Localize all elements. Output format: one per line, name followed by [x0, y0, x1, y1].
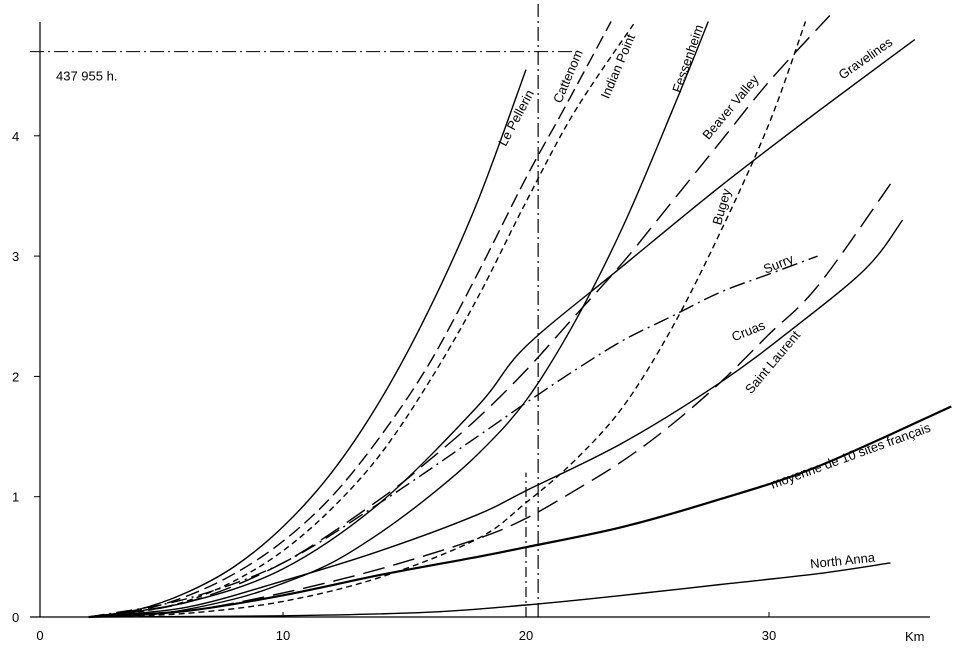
x-tick-label: 0	[36, 628, 43, 643]
y-tick-label: 0	[12, 610, 19, 625]
y-tick-label: 4	[12, 129, 19, 144]
x-tick-label: 20	[519, 628, 533, 643]
series-line-indian-point	[88, 21, 636, 618]
series-line-saint-laurent	[88, 183, 892, 618]
series-label-cattenom: Cattenom	[550, 47, 586, 105]
axes: 0 10 20 30 0 1 2 3 4 437 955 h.	[12, 4, 930, 643]
y-tick-label: 3	[12, 249, 19, 264]
series-label-cruas: Cruas	[729, 317, 767, 344]
series-line-moyenne-de-10-sites-fran-ais	[88, 405, 952, 619]
reference-label: 437 955 h.	[56, 69, 117, 84]
series-line-le-pellerin	[88, 69, 527, 618]
series-label-fessenheim: Fessenheim	[669, 23, 706, 95]
y-tick-label: 2	[12, 369, 19, 384]
series-label-surry: Surry	[761, 251, 796, 277]
y-tick-label: 1	[12, 490, 19, 505]
x-tick-label: 30	[762, 628, 776, 643]
x-axis-label: Km	[905, 629, 925, 644]
series-line-cruas	[88, 219, 904, 618]
series-line-bugey	[88, 21, 807, 618]
series-layer	[88, 15, 952, 619]
series-label-north-anna: North Anna	[809, 550, 876, 572]
series-label-gravelines: Gravelines	[836, 34, 896, 82]
series-label-moyenne-de-10-sites-fran-ais: moyenne de 10 sites français	[768, 420, 932, 492]
x-tick-label: 10	[276, 628, 290, 643]
series-label-beaver-valley: Beaver Valley	[699, 72, 762, 143]
series-line-fessenheim	[88, 21, 709, 618]
series-label-indian-point: Indian Point	[598, 31, 639, 100]
series-line-cattenom	[88, 21, 612, 618]
series-line-gravelines	[88, 39, 916, 618]
series-line-north-anna	[88, 562, 891, 618]
series-line-beaver-valley	[88, 15, 831, 618]
series-line-surry	[88, 255, 818, 618]
